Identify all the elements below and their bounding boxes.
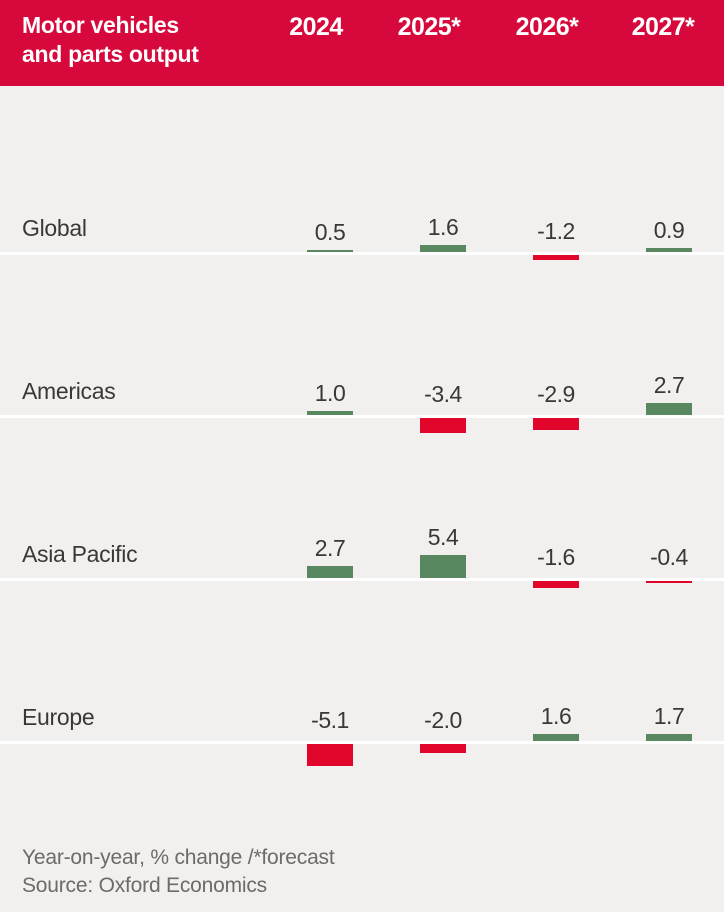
bar-europe-2026 <box>533 734 579 741</box>
column-header-2027: 2027* <box>631 13 695 41</box>
bar-asia-pacific-2024 <box>307 566 353 578</box>
column-header-2024: 2024 <box>289 13 343 41</box>
chart-title: Motor vehicles and parts output <box>22 11 199 69</box>
bar-asia-pacific-2025 <box>420 555 466 578</box>
value-label-asia-pacific-2026: -1.6 <box>537 544 575 570</box>
bar-europe-2027 <box>646 734 692 741</box>
bar-europe-2025 <box>420 744 466 753</box>
value-label-americas-2026: -2.9 <box>537 381 575 407</box>
baseline-europe <box>0 741 724 744</box>
bar-global-2025 <box>420 245 466 252</box>
value-label-americas-2025: -3.4 <box>424 381 462 407</box>
bar-global-2026 <box>533 255 579 260</box>
baseline-asia-pacific <box>0 578 724 581</box>
baseline-global <box>0 252 724 255</box>
row-label-americas: Americas <box>22 378 116 404</box>
value-label-europe-2027: 1.7 <box>653 703 685 729</box>
bar-americas-2027 <box>646 403 692 415</box>
bar-americas-2025 <box>420 418 466 433</box>
bar-global-2027 <box>646 248 692 252</box>
bar-americas-2026 <box>533 418 579 430</box>
footnote-units: Year-on-year, % change /*forecast <box>22 846 335 869</box>
row-label-global: Global <box>22 215 87 241</box>
bar-europe-2024 <box>307 744 353 766</box>
value-label-americas-2027: 2.7 <box>653 372 685 398</box>
chart-title-line2: and parts output <box>22 41 199 67</box>
chart-title-line1: Motor vehicles <box>22 12 179 38</box>
value-label-asia-pacific-2027: -0.4 <box>650 544 688 570</box>
value-label-europe-2024: -5.1 <box>311 707 349 733</box>
value-label-global-2025: 1.6 <box>427 214 459 240</box>
value-label-americas-2024: 1.0 <box>314 380 346 406</box>
value-label-global-2024: 0.5 <box>314 219 346 245</box>
column-header-2026: 2026* <box>515 13 579 41</box>
value-label-asia-pacific-2025: 5.4 <box>427 524 459 550</box>
row-label-europe: Europe <box>22 704 95 730</box>
row-label-asia-pacific: Asia Pacific <box>22 541 138 567</box>
bar-americas-2024 <box>307 411 353 415</box>
baseline-americas <box>0 415 724 418</box>
value-label-global-2027: 0.9 <box>653 217 685 243</box>
chart-footnote: Year-on-year, % change /*forecast Source… <box>22 844 335 900</box>
footnote-source: Source: Oxford Economics <box>22 874 267 897</box>
bar-asia-pacific-2027 <box>646 581 692 583</box>
column-header-2025: 2025* <box>397 13 461 41</box>
value-label-europe-2025: -2.0 <box>424 707 462 733</box>
value-label-europe-2026: 1.6 <box>540 703 572 729</box>
bar-asia-pacific-2026 <box>533 581 579 588</box>
bar-global-2024 <box>307 250 353 252</box>
value-label-global-2026: -1.2 <box>537 218 575 244</box>
value-label-asia-pacific-2024: 2.7 <box>314 535 346 561</box>
chart-header: Motor vehicles and parts output 2024 2025… <box>0 0 724 86</box>
